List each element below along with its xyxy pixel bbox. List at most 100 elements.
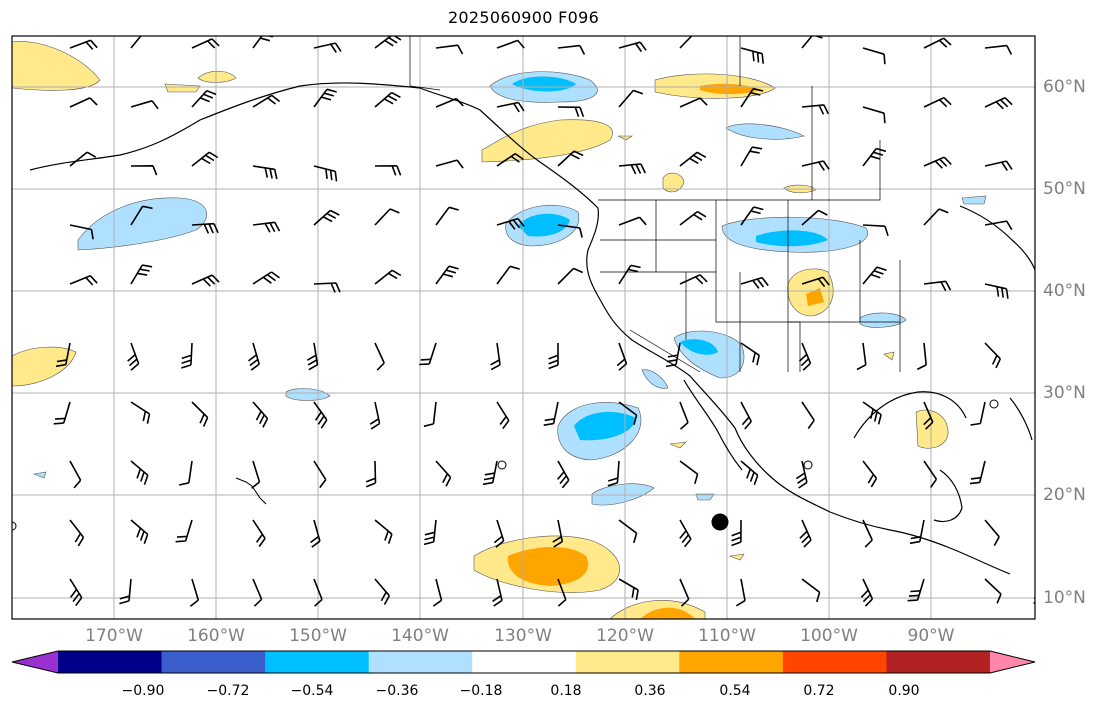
- wind-barb: [423, 401, 437, 428]
- wind-barb: [252, 519, 266, 547]
- wind-barb: [252, 221, 281, 233]
- wind-barb: [313, 401, 328, 429]
- wind-barb: [679, 274, 708, 285]
- colorbar-label: 0.18: [550, 683, 582, 699]
- wind-barb: [970, 401, 986, 426]
- wind-barb: [984, 342, 1002, 369]
- wind-barb: [130, 519, 149, 544]
- wind-barb: [191, 38, 220, 49]
- wind-barb: [252, 578, 263, 607]
- wind-barb: [679, 36, 705, 49]
- lat-label-50n: 50°N: [1043, 179, 1086, 199]
- wind-barb: [679, 97, 708, 108]
- wind-barb: [618, 578, 639, 601]
- lon-label-90w: 90°W: [907, 626, 955, 646]
- wind-barb: [731, 519, 742, 547]
- colorbar-label: 0.54: [719, 683, 751, 699]
- colorbar-segment: [161, 651, 266, 673]
- wind-barb: [69, 275, 98, 286]
- wind-barb: [923, 96, 952, 108]
- wind-barb: [916, 342, 927, 371]
- wind-barb: [801, 36, 823, 49]
- wind-barb: [374, 342, 385, 371]
- lon-label-110w: 110°W: [698, 626, 756, 646]
- wind-barb: [557, 267, 584, 285]
- state-borders: [409, 36, 901, 373]
- wind-barb: [374, 519, 393, 544]
- wind-barb: [306, 342, 319, 371]
- wind-barb: [191, 274, 220, 287]
- wind-barb: [618, 519, 638, 544]
- wind-barb: [862, 147, 887, 167]
- colorbar-segment: [58, 651, 163, 673]
- wind-barb: [251, 460, 261, 489]
- wind-barb: [69, 578, 83, 607]
- wind-barb: [374, 36, 402, 49]
- wind-barb: [557, 150, 584, 167]
- positive-anomaly-contours: [12, 41, 949, 619]
- wind-barb: [252, 271, 280, 285]
- wind-barb: [1046, 343, 1059, 369]
- colorbar-label: −0.90: [121, 683, 165, 699]
- wind-barb: [618, 163, 647, 175]
- islands: [12, 399, 999, 531]
- colorbar-segment: [472, 651, 577, 673]
- wind-barb: [795, 460, 808, 489]
- wind-barb: [862, 460, 878, 488]
- wind-barb: [369, 401, 381, 430]
- wind-barb: [923, 156, 952, 169]
- wind-barb: [618, 264, 641, 285]
- wind-barb: [552, 519, 564, 548]
- wind-barb: [984, 160, 1013, 171]
- wind-barb: [862, 47, 886, 65]
- wind-barb: [618, 401, 638, 426]
- wind-barb: [556, 460, 570, 489]
- lat-lon-grid: [12, 36, 1035, 619]
- wind-barb: [557, 106, 585, 117]
- colorbar-segment: [368, 651, 473, 673]
- colorbar-segment: [886, 651, 991, 673]
- wind-barb: [252, 401, 269, 428]
- wind-barb: [1046, 149, 1070, 166]
- wind-barb: [130, 264, 153, 285]
- wind-barb: [862, 401, 882, 425]
- wind-barb: [618, 41, 647, 53]
- wind-barb: [607, 460, 620, 487]
- wind-barb: [740, 342, 760, 366]
- wind-barb: [482, 460, 498, 486]
- wind-barb: [798, 342, 812, 371]
- wind-barb: [435, 97, 464, 108]
- wind-barb: [1046, 520, 1064, 542]
- wind-barb: [69, 39, 98, 50]
- wind-barb: [252, 94, 281, 108]
- lat-label-20n: 20°N: [1043, 485, 1086, 505]
- wind-barbs: [53, 36, 1070, 607]
- colorbar-extend-low: [12, 651, 58, 673]
- wind-barb: [984, 519, 1000, 546]
- wind-barb: [740, 276, 769, 289]
- wind-barb: [665, 342, 681, 368]
- wind-barb: [69, 519, 85, 547]
- wind-barb: [909, 519, 925, 545]
- wind-barb: [856, 342, 867, 371]
- wind-barb: [618, 216, 647, 226]
- wind-barb: [313, 165, 338, 182]
- wind-barb: [907, 578, 925, 602]
- coastlines: [29, 82, 1035, 575]
- wind-barb: [191, 151, 219, 167]
- wind-barb: [862, 519, 873, 548]
- wind-barb: [313, 578, 323, 607]
- wind-barb: [801, 160, 830, 171]
- lat-label-10n: 10°N: [1043, 588, 1086, 608]
- wind-barb: [432, 578, 443, 607]
- wind-barb: [374, 578, 391, 605]
- wind-barb: [435, 206, 459, 226]
- wind-barb: [374, 269, 402, 285]
- wind-barb: [130, 401, 151, 424]
- wind-barb: [984, 220, 1013, 231]
- wind-barb: [365, 460, 377, 488]
- lon-label-160w: 160°W: [187, 626, 245, 646]
- wind-barb: [801, 104, 830, 115]
- wind-barb: [923, 37, 952, 49]
- wind-barb: [548, 343, 559, 370]
